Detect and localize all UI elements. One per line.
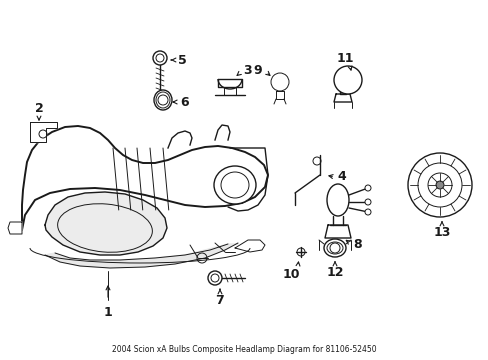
Polygon shape: [8, 222, 22, 234]
Text: 10: 10: [282, 267, 299, 280]
Circle shape: [435, 181, 443, 189]
Circle shape: [364, 209, 370, 215]
Text: 2004 Scion xA Bulbs Composite Headlamp Diagram for 81106-52450: 2004 Scion xA Bulbs Composite Headlamp D…: [111, 346, 376, 355]
Polygon shape: [218, 79, 242, 87]
Circle shape: [364, 199, 370, 205]
Text: 1: 1: [103, 306, 112, 319]
Text: 3: 3: [243, 63, 252, 77]
Text: 11: 11: [336, 51, 353, 64]
Polygon shape: [45, 192, 167, 255]
Polygon shape: [227, 148, 267, 211]
Polygon shape: [339, 87, 346, 94]
Polygon shape: [275, 91, 284, 99]
Text: 9: 9: [253, 63, 262, 77]
Polygon shape: [325, 225, 350, 238]
Circle shape: [153, 51, 167, 65]
Text: 5: 5: [177, 54, 186, 67]
Polygon shape: [30, 122, 57, 142]
Text: 12: 12: [325, 266, 343, 279]
Ellipse shape: [324, 239, 346, 257]
Text: 4: 4: [337, 171, 346, 184]
Text: 8: 8: [353, 238, 362, 252]
Ellipse shape: [326, 184, 348, 216]
Polygon shape: [45, 243, 238, 268]
Circle shape: [270, 73, 288, 91]
Text: 7: 7: [215, 293, 224, 306]
Circle shape: [364, 185, 370, 191]
Polygon shape: [22, 126, 267, 230]
Text: 13: 13: [432, 226, 450, 239]
Circle shape: [407, 153, 471, 217]
Text: 2: 2: [35, 102, 43, 114]
Circle shape: [207, 271, 222, 285]
Ellipse shape: [214, 166, 256, 204]
Polygon shape: [333, 94, 351, 102]
Ellipse shape: [154, 90, 172, 110]
Circle shape: [333, 66, 361, 94]
Polygon shape: [235, 240, 264, 252]
Text: 6: 6: [181, 95, 189, 108]
